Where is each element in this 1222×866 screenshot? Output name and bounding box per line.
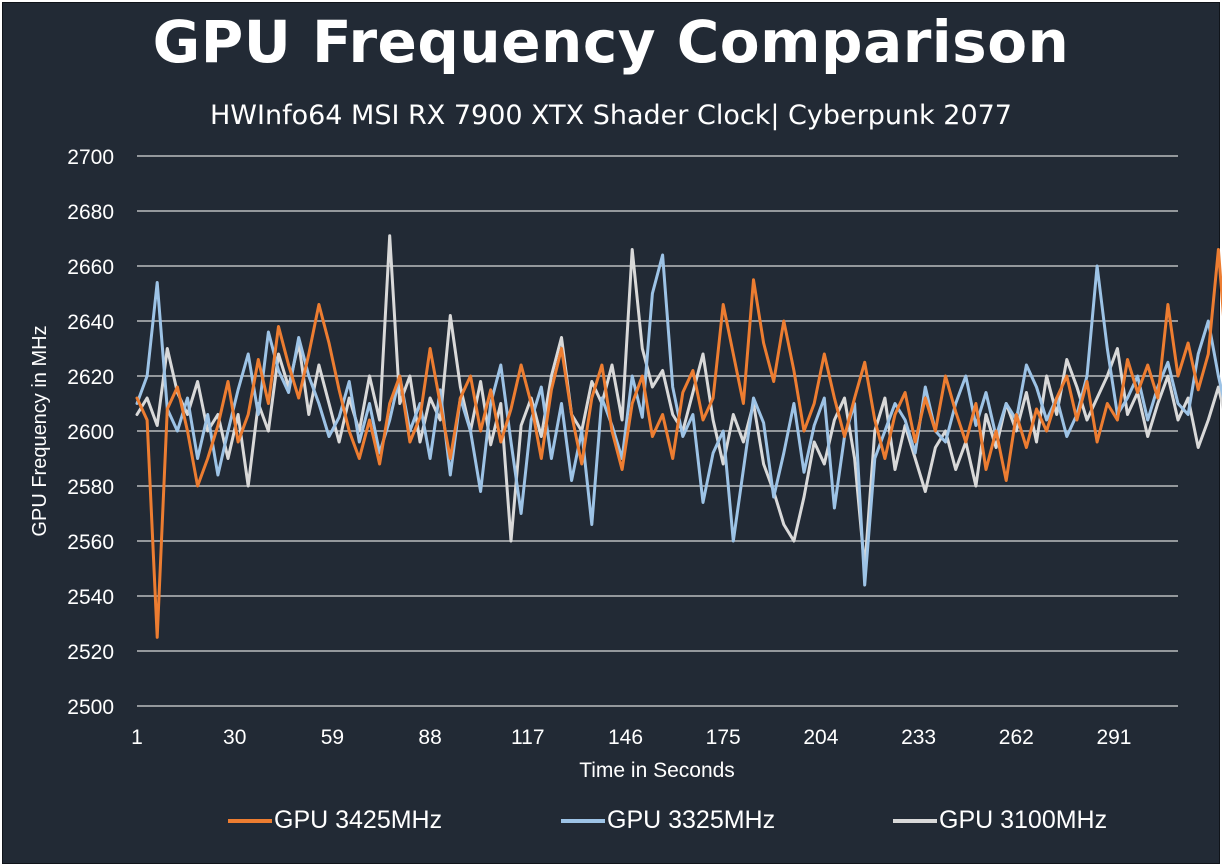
x-tick-label: 204 — [803, 726, 838, 749]
x-tick-label: 262 — [999, 726, 1034, 749]
y-tick-label: 2680 — [67, 201, 114, 224]
legend-label: GPU 3325MHz — [607, 806, 776, 834]
x-tick-label: 146 — [608, 726, 643, 749]
legend: GPU 3425MHz GPU 3325MHz GPU 3100MHz — [0, 806, 1222, 842]
grid-lines — [137, 155, 1178, 707]
y-tick-label: 2560 — [67, 531, 114, 554]
x-tick-label: 88 — [418, 726, 441, 749]
x-tick-label: 175 — [706, 726, 741, 749]
y-tick-label: 2540 — [67, 586, 114, 609]
series-lines — [135, 234, 1222, 639]
chart-title: GPU Frequency Comparison — [152, 8, 1070, 76]
legend-item-gpu-3425: GPU 3425MHz — [228, 806, 442, 835]
legend-item-gpu-3325: GPU 3325MHz — [561, 806, 775, 835]
y-axis-ticks: 2500 2520 2540 2560 2580 2600 2620 2640 2660 2680… — [67, 146, 114, 719]
x-tick-label: 117 — [511, 726, 544, 749]
series-line-gpu-3425mhz — [135, 248, 1222, 639]
x-tick-label: 291 — [1096, 726, 1131, 749]
series-line-gpu-3325mhz — [135, 253, 1222, 587]
y-tick-label: 2520 — [67, 641, 114, 664]
legend-item-gpu-3100: GPU 3100MHz — [893, 806, 1107, 835]
y-tick-label: 2600 — [67, 421, 114, 444]
legend-swatch-gray — [893, 818, 937, 823]
x-tick-label: 1 — [131, 726, 143, 749]
y-tick-label: 2700 — [67, 146, 114, 169]
legend-swatch-orange — [228, 818, 272, 823]
y-tick-label: 2640 — [67, 311, 114, 334]
x-tick-label: 233 — [901, 726, 936, 749]
x-tick-label: 30 — [223, 726, 246, 749]
y-tick-label: 2580 — [67, 476, 114, 499]
series-line-gpu-3100mhz — [135, 234, 1222, 570]
legend-label: GPU 3100MHz — [939, 806, 1108, 834]
x-axis-label: Time in Seconds — [579, 759, 735, 782]
y-tick-label: 2620 — [67, 366, 114, 389]
legend-swatch-blue — [561, 818, 605, 823]
chart-subtitle: HWInfo64 MSI RX 7900 XTX Shader Clock| C… — [210, 100, 1012, 131]
y-tick-label: 2500 — [67, 696, 114, 719]
y-tick-label: 2660 — [67, 256, 114, 279]
x-axis-ticks: 1 30 59 88 117 146 175 204 233 262 291 — [131, 726, 1131, 749]
x-tick-label: 59 — [321, 726, 344, 749]
y-axis-label: GPU Frequency in MHz — [29, 325, 51, 536]
legend-label: GPU 3425MHz — [274, 806, 443, 834]
